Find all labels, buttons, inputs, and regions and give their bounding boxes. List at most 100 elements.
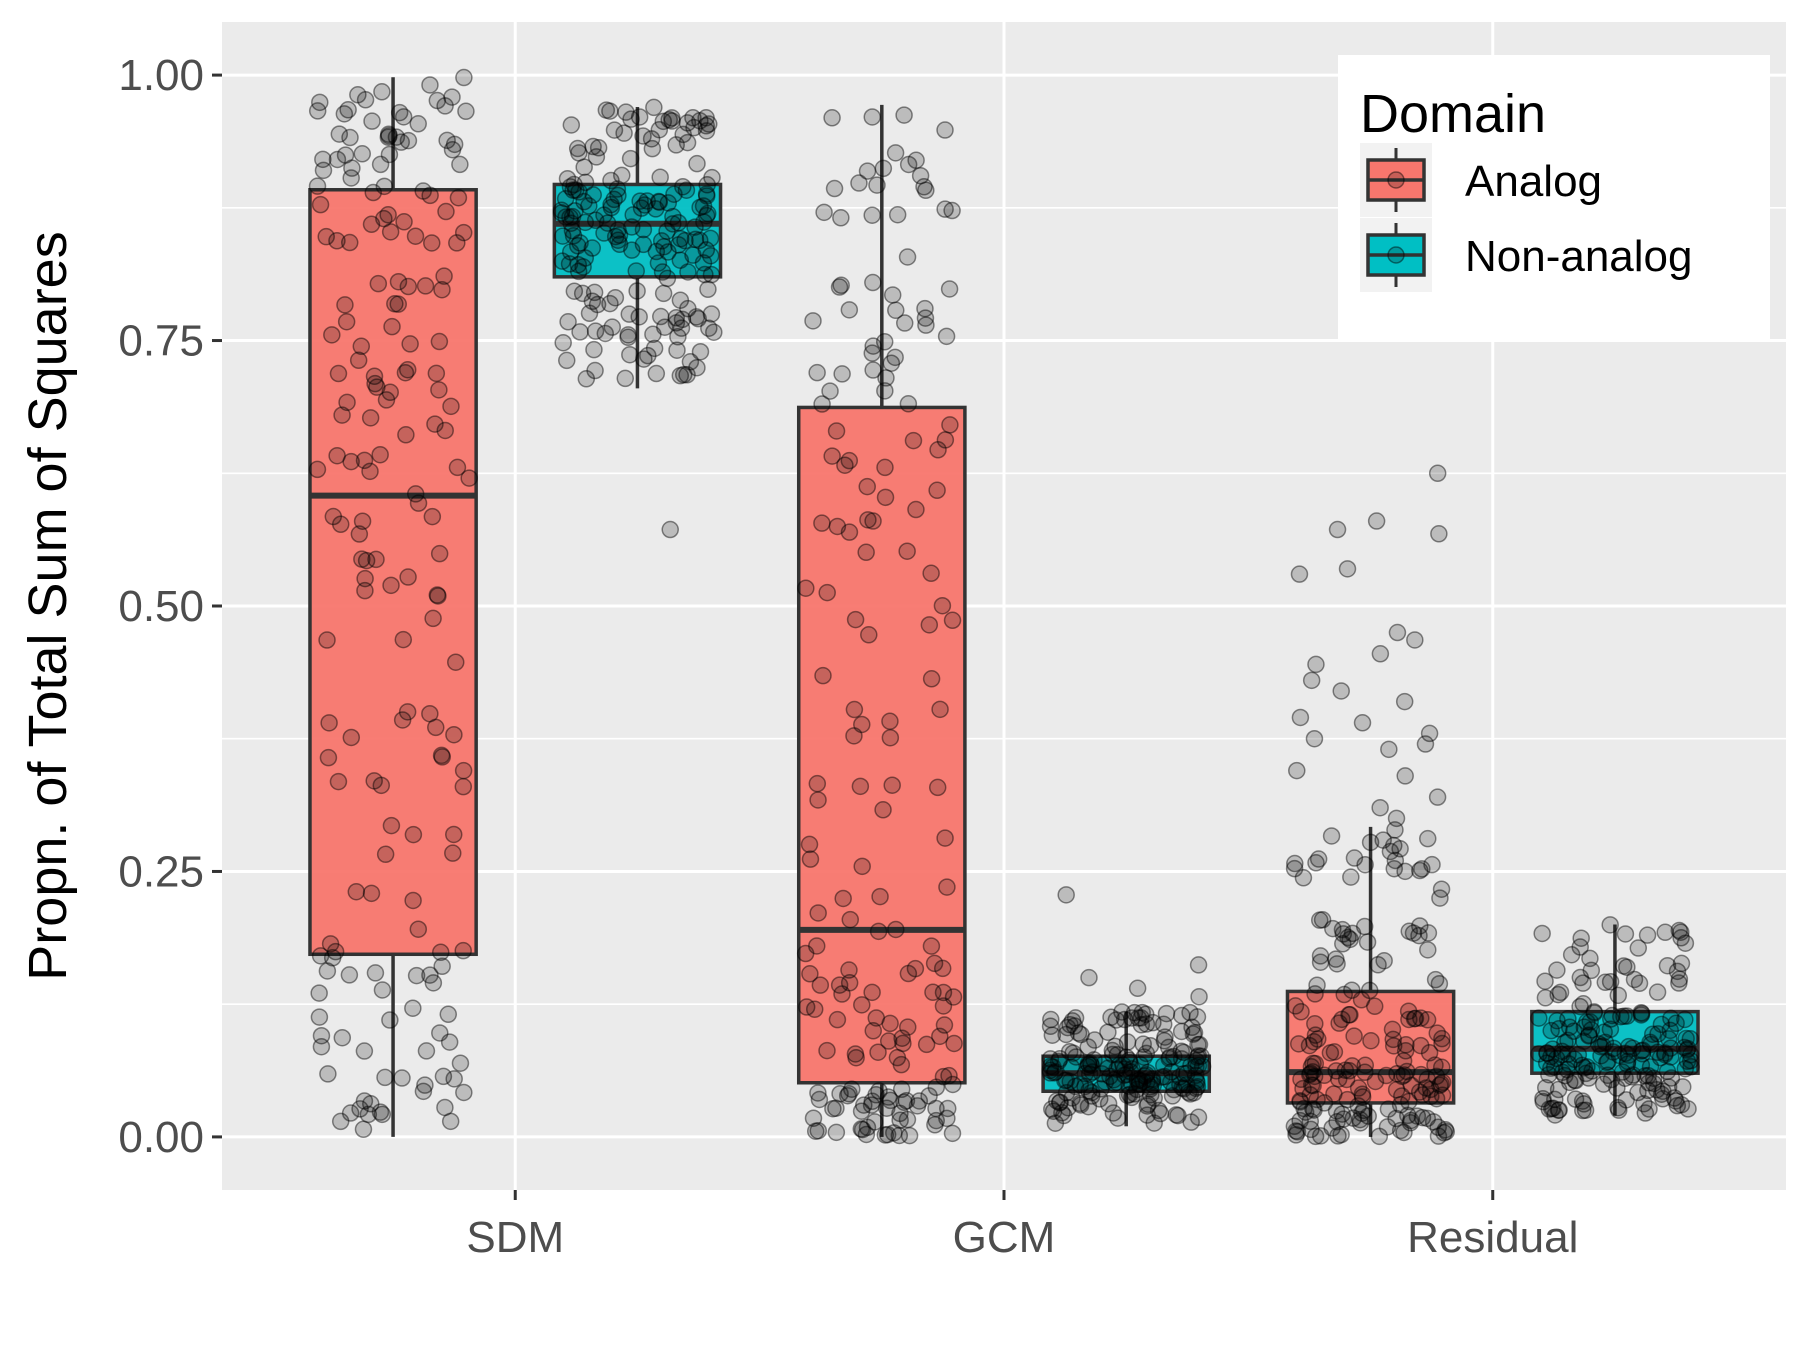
jitter-point <box>679 263 697 281</box>
jitter-point <box>647 242 666 261</box>
jitter-point <box>1291 1111 1309 1130</box>
jitter-point <box>1141 1078 1160 1096</box>
jitter-point <box>1083 1087 1101 1105</box>
jitter-point <box>1060 1042 1079 1061</box>
jitter-point <box>1426 970 1445 989</box>
jitter-point <box>1428 788 1447 806</box>
jitter-point <box>373 981 392 999</box>
jitter-point <box>853 996 871 1014</box>
jitter-point <box>1543 1040 1562 1058</box>
jitter-point <box>1651 1048 1670 1067</box>
jitter-point <box>429 587 447 605</box>
jitter-point <box>1065 1017 1084 1035</box>
jitter-point <box>314 150 332 169</box>
jitter-point <box>1371 798 1389 817</box>
jitter-point <box>333 406 351 424</box>
jitter-point <box>1099 1023 1117 1041</box>
jitter-point <box>828 517 847 536</box>
jitter-point <box>1670 921 1688 940</box>
jitter-point <box>1103 1041 1122 1060</box>
jitter-point <box>1128 1080 1146 1099</box>
jitter-point <box>1296 1103 1315 1121</box>
jitter-point <box>1327 950 1345 968</box>
jitter-point <box>601 294 619 313</box>
jitter-point <box>1617 1091 1635 1109</box>
jitter-point <box>1305 1033 1323 1051</box>
jitter-point <box>1378 1118 1397 1136</box>
jitter-point <box>1167 1106 1186 1124</box>
jitter-point <box>1636 1104 1655 1122</box>
jitter-point <box>1144 1013 1162 1032</box>
jitter-point <box>1118 1033 1137 1051</box>
jitter-point <box>1558 1060 1576 1079</box>
jitter-point <box>1080 1056 1098 1074</box>
x-tick-label: Residual <box>1407 1213 1578 1262</box>
jitter-point <box>1291 1093 1310 1111</box>
jitter-point <box>1128 979 1147 998</box>
jitter-point <box>1063 1089 1081 1107</box>
jitter-point <box>1044 1058 1062 1076</box>
jitter-point <box>840 451 859 470</box>
jitter-point <box>554 333 572 352</box>
jitter-point <box>445 135 464 154</box>
jitter-point <box>908 1097 927 1115</box>
jitter-point <box>1115 1010 1134 1029</box>
jitter-point <box>1330 1014 1348 1032</box>
jitter-point <box>797 998 816 1016</box>
jitter-point <box>1101 1067 1119 1086</box>
jitter-point <box>1419 829 1437 848</box>
jitter-point <box>1421 1080 1440 1099</box>
jitter-point <box>667 309 686 327</box>
jitter-point <box>312 1026 331 1045</box>
jitter-point <box>1185 1024 1204 1042</box>
box-non-analog-sdm <box>552 182 723 279</box>
jitter-point <box>917 181 935 200</box>
jitter-point <box>1604 1039 1623 1058</box>
jitter-point <box>659 243 677 261</box>
jitter-point <box>1188 1073 1206 1091</box>
jitter-point <box>1156 1028 1174 1046</box>
jitter-point <box>1057 886 1075 904</box>
jitter-point <box>564 181 582 199</box>
jitter-point <box>857 1125 876 1144</box>
jitter-point <box>1178 1064 1196 1083</box>
jitter-point <box>414 182 432 200</box>
jitter-point <box>381 1011 399 1029</box>
jitter-point <box>372 776 391 795</box>
jitter-point <box>338 393 356 412</box>
jitter-point <box>580 304 599 323</box>
jitter-point <box>866 1113 884 1131</box>
jitter-point <box>1137 1073 1156 1091</box>
jitter-point <box>1059 1098 1077 1117</box>
jitter-point <box>699 204 717 223</box>
jitter-point <box>314 161 333 180</box>
jitter-point <box>398 703 417 721</box>
jitter-point <box>1377 1066 1395 1085</box>
jitter-point <box>1371 645 1390 663</box>
jitter-point <box>702 265 721 284</box>
jitter-point <box>1315 1094 1334 1112</box>
jitter-point <box>1136 1067 1154 1085</box>
jitter-point <box>1391 840 1409 858</box>
jitter-point <box>1551 983 1570 1002</box>
jitter-point <box>691 198 709 217</box>
jitter-point <box>1656 923 1674 942</box>
jitter-point <box>1374 831 1392 849</box>
jitter-point <box>1648 1081 1666 1099</box>
jitter-point <box>417 1042 436 1060</box>
grid-major <box>222 22 1786 1190</box>
jitter-point <box>1306 1014 1324 1033</box>
jitter-point <box>1329 1070 1348 1088</box>
jitter-point <box>1079 1057 1097 1076</box>
jitter-point <box>681 353 700 371</box>
jitter-point <box>1308 1090 1326 1109</box>
jitter-point <box>407 966 426 985</box>
jitter-point <box>920 616 939 634</box>
jitter-point <box>1335 985 1353 1004</box>
jitter-point <box>945 1034 963 1053</box>
jitter-point <box>1071 1075 1089 1094</box>
jitter-point <box>1099 1059 1117 1078</box>
jitter-point <box>1170 1068 1189 1086</box>
jitter-point <box>565 175 583 194</box>
jitter-point <box>442 397 460 416</box>
